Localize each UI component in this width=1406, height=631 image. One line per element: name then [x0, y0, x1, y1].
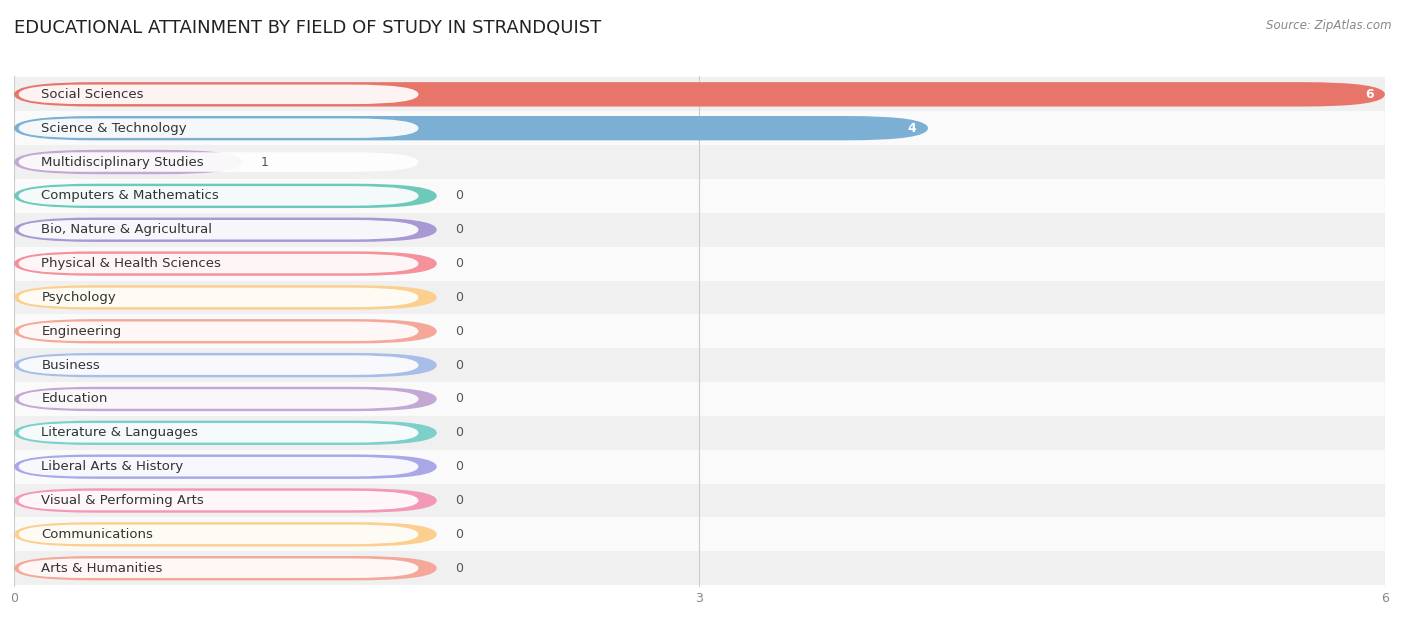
FancyBboxPatch shape [18, 457, 419, 476]
Text: Communications: Communications [42, 528, 153, 541]
FancyBboxPatch shape [14, 218, 437, 242]
FancyBboxPatch shape [18, 85, 419, 104]
Text: Multidisciplinary Studies: Multidisciplinary Studies [42, 155, 204, 168]
FancyBboxPatch shape [18, 524, 419, 544]
Bar [14, 213, 1385, 247]
FancyBboxPatch shape [14, 251, 437, 276]
Bar [14, 179, 1385, 213]
Text: Social Sciences: Social Sciences [42, 88, 143, 101]
FancyBboxPatch shape [18, 491, 419, 510]
Bar [14, 111, 1385, 145]
FancyBboxPatch shape [14, 319, 437, 343]
Text: 0: 0 [456, 291, 463, 304]
Text: Visual & Performing Arts: Visual & Performing Arts [42, 494, 204, 507]
Text: 0: 0 [456, 325, 463, 338]
Text: Business: Business [42, 358, 100, 372]
Bar [14, 450, 1385, 483]
Text: 0: 0 [456, 189, 463, 203]
Text: 0: 0 [456, 528, 463, 541]
Bar [14, 78, 1385, 111]
Text: Education: Education [42, 392, 108, 406]
FancyBboxPatch shape [14, 184, 437, 208]
FancyBboxPatch shape [14, 488, 437, 513]
FancyBboxPatch shape [14, 454, 437, 479]
Bar [14, 314, 1385, 348]
FancyBboxPatch shape [18, 389, 419, 409]
FancyBboxPatch shape [18, 119, 419, 138]
FancyBboxPatch shape [18, 254, 419, 273]
FancyBboxPatch shape [18, 152, 419, 172]
FancyBboxPatch shape [18, 288, 419, 307]
Bar [14, 483, 1385, 517]
FancyBboxPatch shape [18, 186, 419, 206]
Text: 0: 0 [456, 392, 463, 406]
Bar [14, 382, 1385, 416]
Bar [14, 247, 1385, 281]
Text: Source: ZipAtlas.com: Source: ZipAtlas.com [1267, 19, 1392, 32]
Text: Psychology: Psychology [42, 291, 117, 304]
FancyBboxPatch shape [14, 116, 928, 140]
Text: 0: 0 [456, 223, 463, 236]
Bar [14, 416, 1385, 450]
Text: 0: 0 [456, 494, 463, 507]
FancyBboxPatch shape [14, 522, 437, 546]
Text: Bio, Nature & Agricultural: Bio, Nature & Agricultural [42, 223, 212, 236]
Bar [14, 281, 1385, 314]
FancyBboxPatch shape [14, 150, 243, 174]
FancyBboxPatch shape [18, 322, 419, 341]
Text: 1: 1 [262, 155, 269, 168]
FancyBboxPatch shape [14, 353, 437, 377]
Bar [14, 517, 1385, 551]
Text: 0: 0 [456, 562, 463, 575]
Text: Physical & Health Sciences: Physical & Health Sciences [42, 257, 221, 270]
FancyBboxPatch shape [14, 82, 1385, 107]
Text: EDUCATIONAL ATTAINMENT BY FIELD OF STUDY IN STRANDQUIST: EDUCATIONAL ATTAINMENT BY FIELD OF STUDY… [14, 19, 602, 37]
Text: 0: 0 [456, 358, 463, 372]
FancyBboxPatch shape [18, 220, 419, 240]
Text: Arts & Humanities: Arts & Humanities [42, 562, 163, 575]
Text: Engineering: Engineering [42, 325, 122, 338]
Text: 0: 0 [456, 257, 463, 270]
Text: 4: 4 [908, 122, 917, 134]
Text: Literature & Languages: Literature & Languages [42, 427, 198, 439]
FancyBboxPatch shape [18, 558, 419, 578]
Text: Science & Technology: Science & Technology [42, 122, 187, 134]
Text: 6: 6 [1365, 88, 1374, 101]
Bar [14, 551, 1385, 585]
Text: 0: 0 [456, 460, 463, 473]
Text: Liberal Arts & History: Liberal Arts & History [42, 460, 184, 473]
Text: 0: 0 [456, 427, 463, 439]
FancyBboxPatch shape [14, 285, 437, 310]
FancyBboxPatch shape [14, 387, 437, 411]
FancyBboxPatch shape [14, 421, 437, 445]
Bar [14, 348, 1385, 382]
Bar [14, 145, 1385, 179]
Text: Computers & Mathematics: Computers & Mathematics [42, 189, 219, 203]
FancyBboxPatch shape [18, 355, 419, 375]
FancyBboxPatch shape [18, 423, 419, 442]
FancyBboxPatch shape [14, 556, 437, 581]
